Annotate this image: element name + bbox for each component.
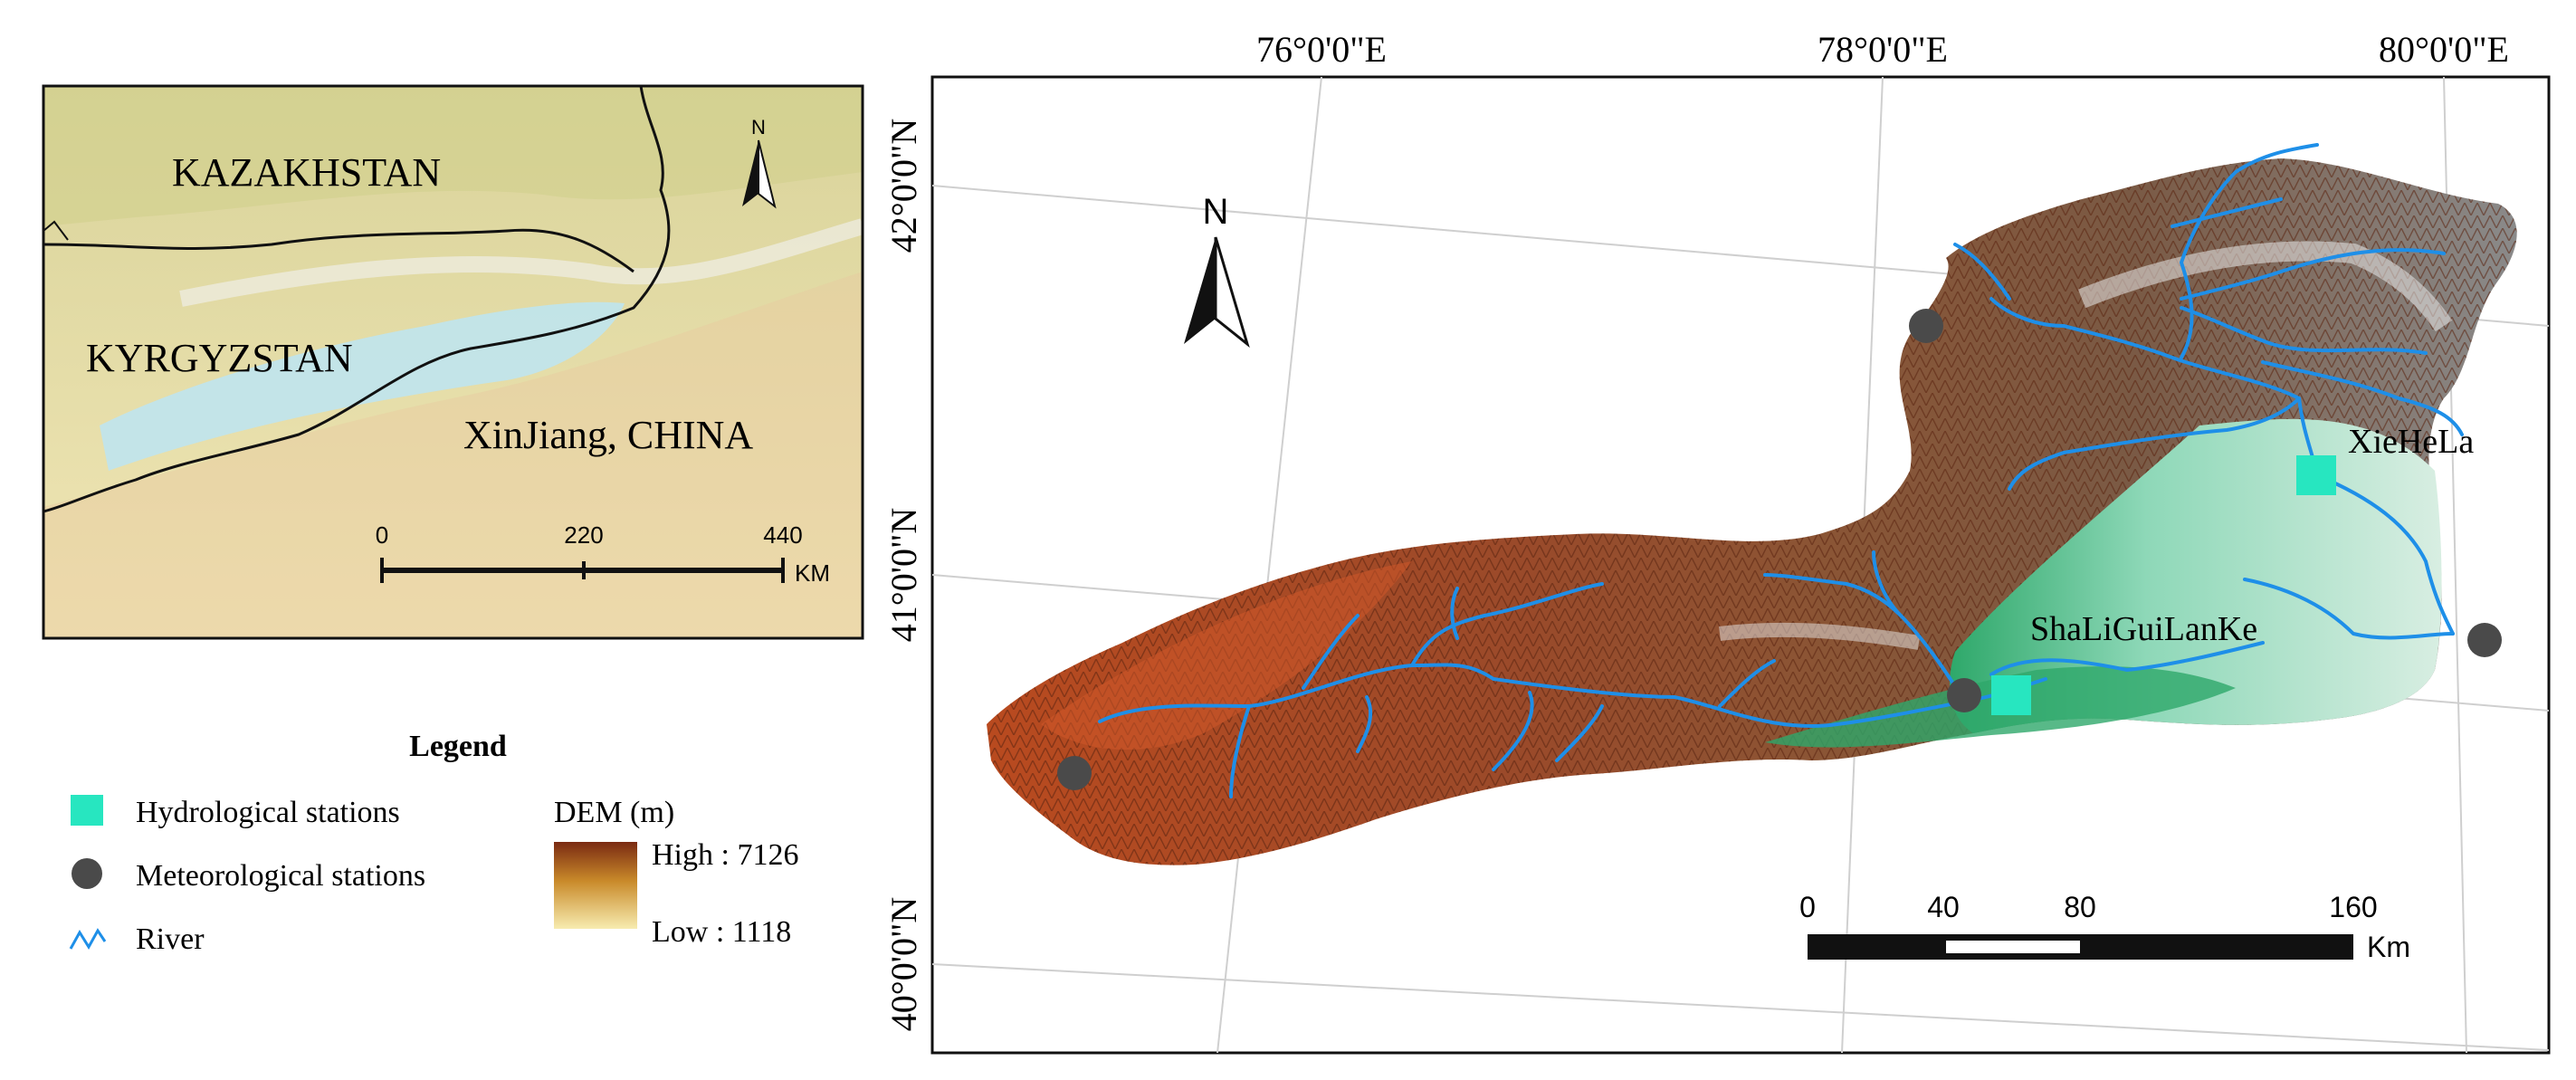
main-scale-tick-3: 160 xyxy=(2329,891,2377,923)
legend-dem-title: DEM (m) xyxy=(554,796,674,829)
main-north-label: N xyxy=(1203,192,1229,232)
inset-north-arrow-right-icon xyxy=(758,139,777,209)
legend-hydro-swatch xyxy=(71,795,103,826)
meteo-station-1 xyxy=(1909,309,1943,343)
graticule-labels: 76°0'0"E 78°0'0"E 80°0'0"E 42°0'0"N 41°0… xyxy=(883,29,2509,1031)
lon-label-78: 78°0'0"E xyxy=(1818,29,1948,70)
inset-scale-bar: 0 220 440 KM xyxy=(376,521,830,587)
inset-label-kazakhstan: KAZAKHSTAN xyxy=(172,150,441,195)
station-label-shaliguilanke: ShaLiGuiLanKe xyxy=(2030,610,2257,648)
lon-label-80: 80°0'0"E xyxy=(2379,29,2509,70)
meteo-station-4 xyxy=(1057,756,1092,790)
inset-border-china xyxy=(43,86,671,513)
meteorological-stations xyxy=(1057,309,2502,790)
inset-border-kaz-kyr xyxy=(43,228,634,273)
inset-label-kyrgyzstan: KYRGYZSTAN xyxy=(86,336,353,380)
legend-dem-low: Low : 1118 xyxy=(652,915,791,949)
inset-north-terrain xyxy=(43,86,863,226)
inset-map xyxy=(43,86,863,638)
legend-meteo-label: Meteorological stations xyxy=(136,859,425,893)
legend-meteo-swatch xyxy=(72,858,102,889)
inset-scale-unit: KM xyxy=(795,559,830,587)
inset-label-xinjiang: XinJiang, CHINA xyxy=(463,413,753,457)
legend-river-label: River xyxy=(136,922,205,956)
meteo-station-2 xyxy=(1947,678,1981,712)
main-map-content: XieHeLa ShaLiGuiLanKe N 0 40 80 160 Km xyxy=(932,77,2549,1053)
main-north-arrow-left-icon xyxy=(1184,237,1216,344)
meteo-station-3 xyxy=(2467,623,2502,657)
station-label-xiehela: XieHeLa xyxy=(2348,423,2474,461)
main-scale-unit: Km xyxy=(2367,931,2410,963)
inset-north-label: N xyxy=(751,116,766,139)
inset-frame xyxy=(42,84,864,640)
main-scale-tick-2: 80 xyxy=(2064,891,2096,923)
main-north-arrow-right-icon xyxy=(1214,236,1250,349)
snow-cap-central xyxy=(1719,622,1921,650)
legend-dem-ramp xyxy=(554,842,637,929)
lon-label-76: 76°0'0"E xyxy=(1256,29,1387,70)
lat-label-42: 42°0'0"N xyxy=(883,119,924,253)
river-network xyxy=(1098,143,2464,798)
inset-north-arrow: N xyxy=(742,116,777,209)
inset-north-arrow-left-icon xyxy=(742,140,758,206)
legend: Legend Hydrological stations Meteorologi… xyxy=(69,730,798,956)
main-scale-bar: 0 40 80 160 Km xyxy=(1799,891,2410,963)
inset-scale-tick-0: 0 xyxy=(376,521,388,549)
inset-scale-tick-2: 440 xyxy=(763,521,802,549)
inset-south-terrain xyxy=(43,272,863,638)
lowland-plain xyxy=(1950,418,2442,733)
inset-snow-ridge xyxy=(179,218,863,307)
station-xiehela-marker xyxy=(2296,455,2336,495)
lat-label-40: 40°0'0"N xyxy=(883,897,924,1031)
main-north-arrow: N xyxy=(1184,192,1250,349)
legend-hydro-label: Hydrological stations xyxy=(136,796,400,829)
hydrological-stations xyxy=(1991,455,2336,715)
inset-border-west xyxy=(43,220,69,241)
snow-cap-north xyxy=(2077,241,2453,332)
legend-title: Legend xyxy=(409,730,507,763)
inset-scale-tick-1: 220 xyxy=(564,521,603,549)
watershed xyxy=(987,158,2517,865)
main-scale-tick-1: 40 xyxy=(1927,891,1960,923)
lat-label-41: 41°0'0"N xyxy=(883,508,924,642)
legend-dem-high: High : 7126 xyxy=(652,838,798,872)
western-plateau xyxy=(1041,561,1412,750)
legend-river-icon xyxy=(69,928,107,950)
main-scale-tick-0: 0 xyxy=(1799,891,1816,923)
station-shaliguilanke-marker xyxy=(1991,675,2031,715)
